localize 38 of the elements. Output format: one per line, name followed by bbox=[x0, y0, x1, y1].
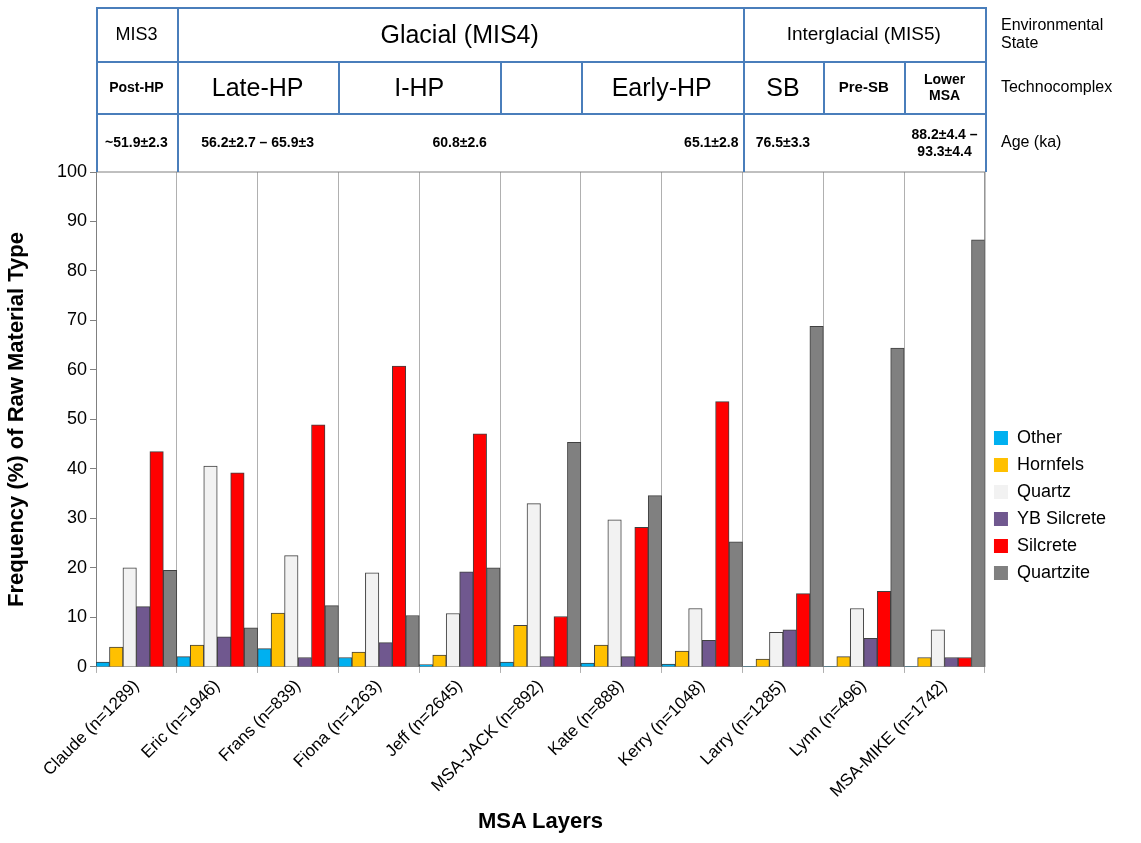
y-tick-label: 100 bbox=[56, 160, 87, 181]
y-tick-label: 40 bbox=[66, 457, 87, 478]
y-tick-label: 60 bbox=[66, 358, 87, 379]
y-tick-label: 80 bbox=[66, 259, 87, 280]
text: MIS3 bbox=[114, 22, 159, 46]
text: Lower MSA bbox=[922, 69, 967, 105]
text: Interglacial (MIS5) bbox=[785, 22, 942, 47]
legend-label: Quartz bbox=[1016, 480, 1071, 501]
text: Environmental State bbox=[1000, 14, 1105, 53]
y-tick-label: 10 bbox=[66, 606, 87, 627]
text: SB bbox=[765, 71, 801, 103]
y-tick-label: 90 bbox=[66, 210, 87, 231]
y-tick-label: 30 bbox=[66, 507, 87, 528]
text: Technocomplex bbox=[1000, 76, 1114, 97]
text: 60.8±2.6 bbox=[431, 133, 488, 153]
y-tick-label: 50 bbox=[66, 408, 87, 429]
text: 65.1±2.8 bbox=[683, 133, 740, 153]
text: Late-HP bbox=[210, 71, 305, 103]
legend-label: Silcrete bbox=[1016, 534, 1077, 555]
text: ~51.9±2.3 bbox=[104, 133, 169, 153]
text: I-HP bbox=[393, 71, 446, 103]
y-axis-title: Frequency (%) of Raw Material Type bbox=[3, 232, 29, 607]
legend-label: YB Silcrete bbox=[1016, 507, 1107, 528]
legend-label: Other bbox=[1016, 426, 1062, 447]
legend-label: Hornfels bbox=[1016, 453, 1084, 474]
y-tick-label: 0 bbox=[76, 655, 87, 676]
legend-label: Quartzite bbox=[1016, 561, 1090, 582]
x-axis-title: MSA Layers bbox=[477, 807, 604, 833]
text: Age (ka) bbox=[1000, 132, 1063, 153]
y-tick-label: 20 bbox=[66, 556, 87, 577]
text: 56.2±2.7 – 65.9±3 bbox=[200, 133, 315, 153]
text: 76.5±3.3 bbox=[754, 133, 812, 153]
y-tick-label: 70 bbox=[66, 309, 87, 330]
text: Glacial (MIS4) bbox=[379, 18, 540, 50]
text: Post-HP bbox=[108, 77, 165, 97]
text: Pre-SB bbox=[837, 77, 890, 98]
text: Early-HP bbox=[610, 71, 713, 103]
text: 88.2±4.4 – 93.3±4.4 bbox=[910, 125, 979, 161]
